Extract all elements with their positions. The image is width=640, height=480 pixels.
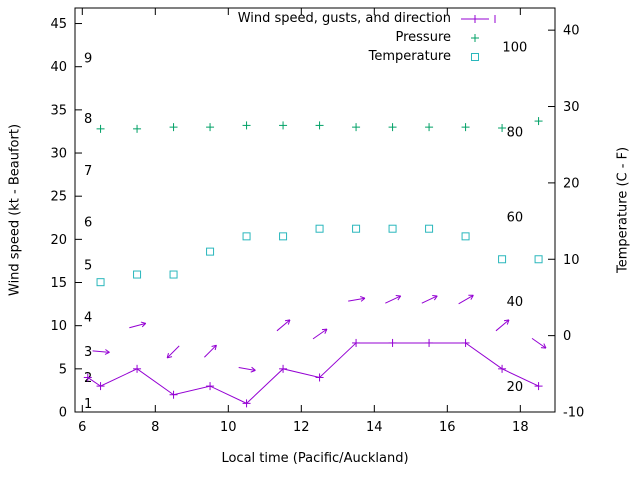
svg-text:45: 45 xyxy=(50,17,67,32)
legend-item-pressure: Pressure xyxy=(0,28,500,47)
svg-text:35: 35 xyxy=(50,103,67,118)
svg-text:4: 4 xyxy=(84,311,92,326)
svg-text:1: 1 xyxy=(84,397,92,412)
plus-icon xyxy=(471,33,479,42)
svg-text:40: 40 xyxy=(507,295,524,310)
svg-text:0: 0 xyxy=(59,406,67,421)
svg-text:0: 0 xyxy=(563,329,571,344)
svg-text:60: 60 xyxy=(507,210,524,225)
svg-text:6: 6 xyxy=(78,420,86,435)
svg-text:10: 10 xyxy=(220,420,237,435)
y-right-ticks: -10 0 10 20 30 40 xyxy=(548,24,584,421)
svg-text:80: 80 xyxy=(507,125,524,140)
x-axis-ticks: 6 8 10 12 14 16 18 xyxy=(78,8,529,435)
svg-text:7: 7 xyxy=(84,164,92,179)
svg-text:10: 10 xyxy=(563,253,580,268)
fahrenheit-scale-labels: 20 40 60 80 100 xyxy=(502,41,527,395)
svg-text:15: 15 xyxy=(50,276,67,291)
temperature-legend-marker-icon xyxy=(460,51,500,63)
svg-text:8: 8 xyxy=(84,112,92,127)
y-right-axis-title: Temperature (C - F) xyxy=(615,146,631,274)
svg-text:40: 40 xyxy=(563,24,580,39)
svg-text:100: 100 xyxy=(502,41,527,56)
svg-text:10: 10 xyxy=(50,319,67,334)
svg-text:6: 6 xyxy=(84,216,92,231)
series-pressure xyxy=(96,117,543,133)
svg-text:14: 14 xyxy=(366,420,383,435)
legend-item-temperature: Temperature xyxy=(0,47,500,66)
svg-text:-10: -10 xyxy=(563,406,584,421)
y-left-axis-title: Wind speed (kt - Beaufort) xyxy=(7,123,23,297)
series-temperature xyxy=(96,224,543,287)
series-wind-gust-direction-arrows xyxy=(92,294,547,373)
x-axis-title: Local time (Pacific/Auckland) xyxy=(221,451,409,466)
legend-label-temperature: Temperature xyxy=(368,49,451,64)
svg-text:30: 30 xyxy=(50,147,67,162)
series-wind-speed xyxy=(83,338,543,408)
svg-text:5: 5 xyxy=(84,259,92,274)
legend-label-pressure: Pressure xyxy=(395,30,451,45)
svg-text:40: 40 xyxy=(50,60,67,75)
wind-legend-marker-icon xyxy=(460,13,500,25)
beaufort-scale-labels: 123456789 xyxy=(84,52,92,412)
svg-text:30: 30 xyxy=(563,100,580,115)
svg-text:9: 9 xyxy=(84,52,92,67)
svg-text:12: 12 xyxy=(293,420,310,435)
svg-text:20: 20 xyxy=(563,176,580,191)
line-plus-icon xyxy=(461,14,496,23)
svg-text:18: 18 xyxy=(512,420,529,435)
svg-text:5: 5 xyxy=(59,362,67,377)
svg-text:16: 16 xyxy=(439,420,456,435)
chart-legend: Wind speed, gusts, and direction Pressur… xyxy=(0,9,500,66)
svg-text:8: 8 xyxy=(151,420,159,435)
svg-text:20: 20 xyxy=(50,233,67,248)
pressure-legend-marker-icon xyxy=(460,32,500,44)
legend-item-wind: Wind speed, gusts, and direction xyxy=(0,9,500,28)
open-square-icon xyxy=(471,52,479,61)
y-left-ticks: 0 5 10 15 20 25 30 35 40 45 xyxy=(50,17,82,421)
plot-border xyxy=(74,7,556,413)
svg-text:20: 20 xyxy=(507,380,524,395)
legend-label-wind: Wind speed, gusts, and direction xyxy=(237,11,451,26)
svg-text:3: 3 xyxy=(84,345,92,360)
svg-text:25: 25 xyxy=(50,190,67,205)
